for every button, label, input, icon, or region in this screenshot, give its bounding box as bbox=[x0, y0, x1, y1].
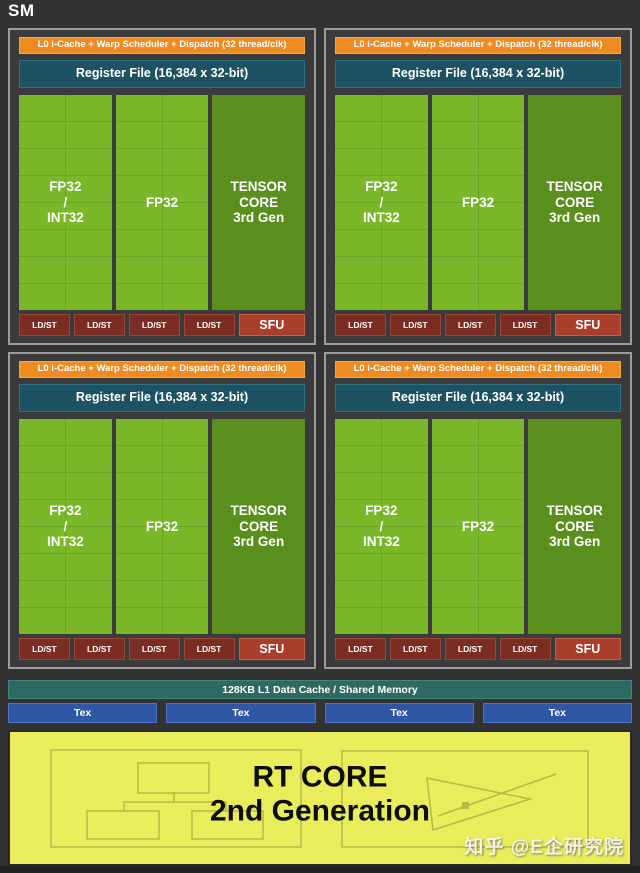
load-store-row: LD/ST LD/ST LD/ST LD/ST SFU bbox=[335, 314, 622, 336]
ldst-unit: LD/ST bbox=[335, 314, 386, 336]
ldst-unit: LD/ST bbox=[183, 314, 235, 336]
ldst-unit: LD/ST bbox=[335, 638, 386, 660]
ldst-unit: LD/ST bbox=[73, 638, 125, 660]
fp32-core-block: FP32 bbox=[115, 419, 209, 634]
tensor-core-block: TENSOR CORE 3rd Gen bbox=[212, 95, 306, 310]
fp32-int32-label: FP32 / INT32 bbox=[362, 179, 400, 226]
sm-processing-partition: L0 i-Cache + Warp Scheduler + Dispatch (… bbox=[8, 352, 316, 669]
fp32-core-block: FP32 bbox=[431, 95, 525, 310]
ldst-unit: LD/ST bbox=[73, 314, 125, 336]
ldst-unit: LD/ST bbox=[19, 314, 70, 336]
ldst-unit: LD/ST bbox=[183, 638, 235, 660]
ldst-unit: LD/ST bbox=[128, 638, 180, 660]
sfu-unit: SFU bbox=[554, 314, 622, 336]
fp32-int32-core-block: FP32 / INT32 bbox=[19, 95, 112, 310]
ldst-unit: LD/ST bbox=[389, 314, 441, 336]
warp-scheduler-bar: L0 i-Cache + Warp Scheduler + Dispatch (… bbox=[19, 37, 305, 54]
ldst-unit: LD/ST bbox=[444, 638, 496, 660]
fp32-int32-core-block: FP32 / INT32 bbox=[335, 419, 428, 634]
execution-units: FP32 / INT32 FP32 TENSOR CORE 3rd Gen bbox=[19, 95, 306, 310]
ldst-unit: LD/ST bbox=[19, 638, 70, 660]
ldst-unit: LD/ST bbox=[499, 314, 551, 336]
execution-units: FP32 / INT32 FP32 TENSOR CORE 3rd Gen bbox=[335, 95, 622, 310]
ldst-unit: LD/ST bbox=[128, 314, 180, 336]
sm-processing-partition: L0 i-Cache + Warp Scheduler + Dispatch (… bbox=[324, 352, 632, 669]
fp32-int32-label: FP32 / INT32 bbox=[46, 179, 84, 226]
tex-unit: Tex bbox=[166, 703, 316, 723]
ldst-unit: LD/ST bbox=[389, 638, 441, 660]
tensor-core-block: TENSOR CORE 3rd Gen bbox=[528, 95, 622, 310]
rt-core-icons bbox=[50, 749, 589, 848]
fp32-label: FP32 bbox=[145, 518, 179, 534]
sfu-unit: SFU bbox=[238, 638, 306, 660]
watermark: 知乎 @E企研究院 bbox=[464, 837, 624, 858]
load-store-row: LD/ST LD/ST LD/ST LD/ST SFU bbox=[19, 638, 306, 660]
tex-unit: Tex bbox=[482, 703, 632, 723]
fp32-label: FP32 bbox=[461, 194, 495, 210]
tensor-core-label: TENSOR CORE 3rd Gen bbox=[230, 503, 287, 550]
execution-units: FP32 / INT32 FP32 TENSOR CORE 3rd Gen bbox=[335, 419, 622, 634]
fp32-core-block: FP32 bbox=[431, 419, 525, 634]
l1-cache-label: 128KB L1 Data Cache / Shared Memory bbox=[222, 683, 418, 696]
load-store-row: LD/ST LD/ST LD/ST LD/ST SFU bbox=[335, 638, 622, 660]
fp32-label: FP32 bbox=[145, 194, 179, 210]
tensor-core-block: TENSOR CORE 3rd Gen bbox=[528, 419, 622, 634]
rt-core-text: RT CORE 2nd Generation bbox=[210, 761, 430, 829]
texture-unit-row: Tex Tex Tex Tex bbox=[8, 703, 632, 723]
register-file-bar: Register File (16,384 x 32-bit) bbox=[335, 60, 621, 88]
warp-scheduler-bar: L0 i-Cache + Warp Scheduler + Dispatch (… bbox=[335, 37, 621, 54]
ldst-unit: LD/ST bbox=[499, 638, 551, 660]
rt-core-subtitle: 2nd Generation bbox=[209, 794, 431, 828]
register-file-bar: Register File (16,384 x 32-bit) bbox=[335, 384, 621, 412]
rt-core-block: RT CORE 2nd Generation 知乎 @E企研究院 bbox=[8, 730, 632, 866]
sm-processing-partition: L0 i-Cache + Warp Scheduler + Dispatch (… bbox=[8, 28, 316, 345]
fp32-label: FP32 bbox=[461, 518, 495, 534]
fp32-int32-core-block: FP32 / INT32 bbox=[335, 95, 428, 310]
tex-unit: Tex bbox=[324, 703, 474, 723]
rt-core-title: RT CORE bbox=[252, 760, 388, 794]
fp32-core-block: FP32 bbox=[115, 95, 209, 310]
fp32-int32-label: FP32 / INT32 bbox=[46, 503, 84, 550]
bvh-tree-icon bbox=[50, 749, 302, 848]
ray-triangle-icon bbox=[341, 750, 589, 848]
l1-cache-bar: 128KB L1 Data Cache / Shared Memory bbox=[8, 680, 632, 699]
sfu-unit: SFU bbox=[554, 638, 622, 660]
warp-scheduler-bar: L0 i-Cache + Warp Scheduler + Dispatch (… bbox=[19, 361, 305, 378]
tensor-core-block: TENSOR CORE 3rd Gen bbox=[212, 419, 306, 634]
sm-quadrant-grid: L0 i-Cache + Warp Scheduler + Dispatch (… bbox=[8, 28, 632, 669]
warp-scheduler-bar: L0 i-Cache + Warp Scheduler + Dispatch (… bbox=[335, 361, 621, 378]
register-file-bar: Register File (16,384 x 32-bit) bbox=[19, 384, 305, 412]
fp32-int32-core-block: FP32 / INT32 bbox=[19, 419, 112, 634]
tensor-core-label: TENSOR CORE 3rd Gen bbox=[546, 179, 603, 226]
register-file-bar: Register File (16,384 x 32-bit) bbox=[19, 60, 305, 88]
tensor-core-label: TENSOR CORE 3rd Gen bbox=[546, 503, 603, 550]
tex-unit: Tex bbox=[8, 703, 158, 723]
sm-processing-partition: L0 i-Cache + Warp Scheduler + Dispatch (… bbox=[324, 28, 632, 345]
fp32-int32-label: FP32 / INT32 bbox=[362, 503, 400, 550]
load-store-row: LD/ST LD/ST LD/ST LD/ST SFU bbox=[19, 314, 306, 336]
ldst-unit: LD/ST bbox=[444, 314, 496, 336]
execution-units: FP32 / INT32 FP32 TENSOR CORE 3rd Gen bbox=[19, 419, 306, 634]
sfu-unit: SFU bbox=[238, 314, 306, 336]
page-title: SM bbox=[8, 1, 35, 20]
tensor-core-label: TENSOR CORE 3rd Gen bbox=[230, 179, 287, 226]
